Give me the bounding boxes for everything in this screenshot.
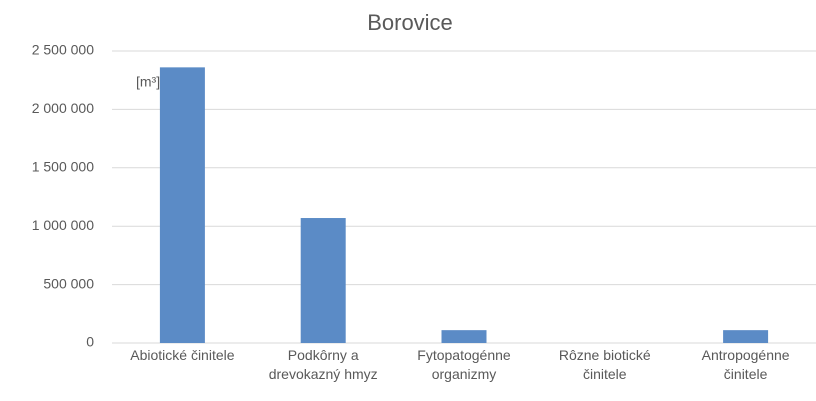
y-tick-label: 0: [86, 334, 94, 350]
unit-label: [m³]: [136, 74, 160, 90]
y-tick-label: 500 000: [43, 275, 94, 291]
x-tick-label: Antropogénne činitele: [702, 347, 790, 382]
bar: [159, 67, 205, 344]
x-tick-label: Podkôrny a drevokazný hmyz: [269, 347, 378, 382]
bar: [441, 330, 487, 343]
bar: [723, 330, 769, 343]
x-tick-label: Rôzne biotické činitele: [559, 347, 651, 382]
x-tick-label: Fytopatogénne organizmy: [417, 347, 511, 382]
x-tick-label: Abiotické činitele: [130, 347, 234, 363]
y-tick-label: 2 000 000: [32, 100, 94, 116]
bar: [300, 218, 346, 343]
y-tick-label: 2 500 000: [32, 42, 94, 58]
y-tick-label: 1 000 000: [32, 217, 94, 233]
y-tick-label: 1 500 000: [32, 159, 94, 175]
chart-title: Borovice: [367, 10, 453, 35]
